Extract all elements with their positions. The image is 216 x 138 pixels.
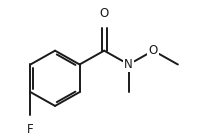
Text: O: O bbox=[149, 44, 158, 57]
Text: O: O bbox=[100, 7, 109, 20]
Text: N: N bbox=[124, 58, 133, 71]
Text: F: F bbox=[27, 123, 34, 136]
